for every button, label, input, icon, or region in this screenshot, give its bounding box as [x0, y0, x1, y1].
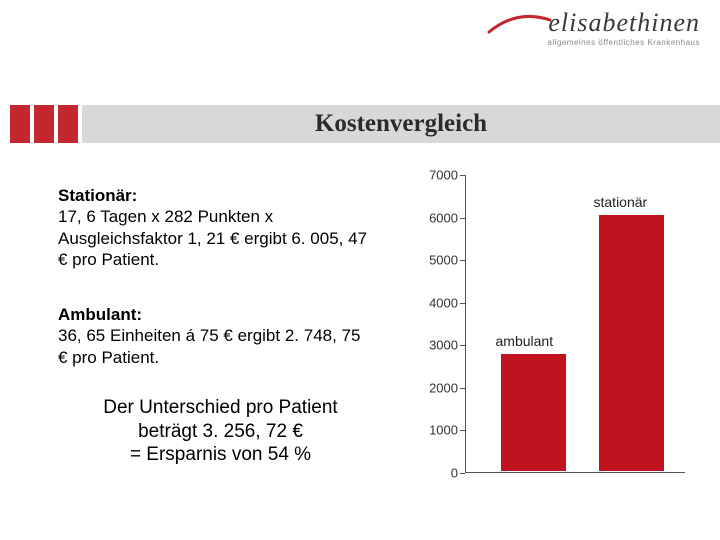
- summary-line: Der Unterschied pro Patient: [73, 396, 368, 420]
- y-tick-label: 2000: [410, 380, 458, 395]
- chart-bar-label: ambulant: [496, 333, 554, 349]
- y-tick-label: 4000: [410, 295, 458, 310]
- section-stationaer: Stationär: 17, 6 Tagen x 282 Punkten x A…: [58, 185, 368, 270]
- chart-bar-label: stationär: [594, 194, 648, 210]
- logo-subline: allgemeines öffentliches Krankenhaus: [547, 38, 700, 47]
- y-tick-label: 1000: [410, 423, 458, 438]
- summary-line: = Ersparnis von 54 %: [73, 443, 368, 467]
- logo-name-text: elisabethinen: [548, 8, 700, 37]
- summary-block: Der Unterschied pro Patient beträgt 3. 2…: [73, 396, 368, 467]
- section-body: 36, 65 Einheiten á 75 € ergibt 2. 748, 7…: [58, 325, 368, 368]
- section-body: 17, 6 Tagen x 282 Punkten x Ausgleichsfa…: [58, 206, 368, 270]
- swoosh-icon: [487, 14, 552, 34]
- y-tick-label: 6000: [410, 210, 458, 225]
- y-tick-label: 0: [410, 466, 458, 481]
- accent-block: [34, 105, 54, 143]
- cost-comparison-chart: ambulant stationär 0 1000 2000 3000 4000 5000 6…: [410, 175, 700, 495]
- y-tick-label: 7000: [410, 168, 458, 183]
- slide-title: Kostenvergleich: [315, 110, 487, 138]
- y-tick-mark: [460, 473, 465, 474]
- y-tick-mark: [460, 345, 465, 346]
- logo-name: elisabethinen: [547, 8, 700, 38]
- y-tick-label: 5000: [410, 253, 458, 268]
- section-ambulant: Ambulant: 36, 65 Einheiten á 75 € ergibt…: [58, 304, 368, 368]
- chart-bar: [501, 354, 566, 471]
- hospital-logo: elisabethinen allgemeines öffentliches K…: [547, 8, 700, 47]
- summary-line: beträgt 3. 256, 72 €: [73, 420, 368, 444]
- y-tick-mark: [460, 175, 465, 176]
- y-tick-mark: [460, 303, 465, 304]
- title-bar: Kostenvergleich: [0, 105, 720, 143]
- title-accent-blocks: [0, 105, 78, 143]
- y-tick-mark: [460, 260, 465, 261]
- title-strip: Kostenvergleich: [82, 105, 720, 143]
- accent-block: [10, 105, 30, 143]
- y-tick-label: 3000: [410, 338, 458, 353]
- y-tick-mark: [460, 430, 465, 431]
- y-tick-mark: [460, 218, 465, 219]
- chart-bar: [599, 215, 664, 471]
- content-area: Stationär: 17, 6 Tagen x 282 Punkten x A…: [58, 185, 368, 467]
- accent-block: [58, 105, 78, 143]
- section-heading: Stationär:: [58, 185, 368, 206]
- chart-plot-area: ambulant stationär: [465, 175, 685, 473]
- section-heading: Ambulant:: [58, 304, 368, 325]
- y-tick-mark: [460, 388, 465, 389]
